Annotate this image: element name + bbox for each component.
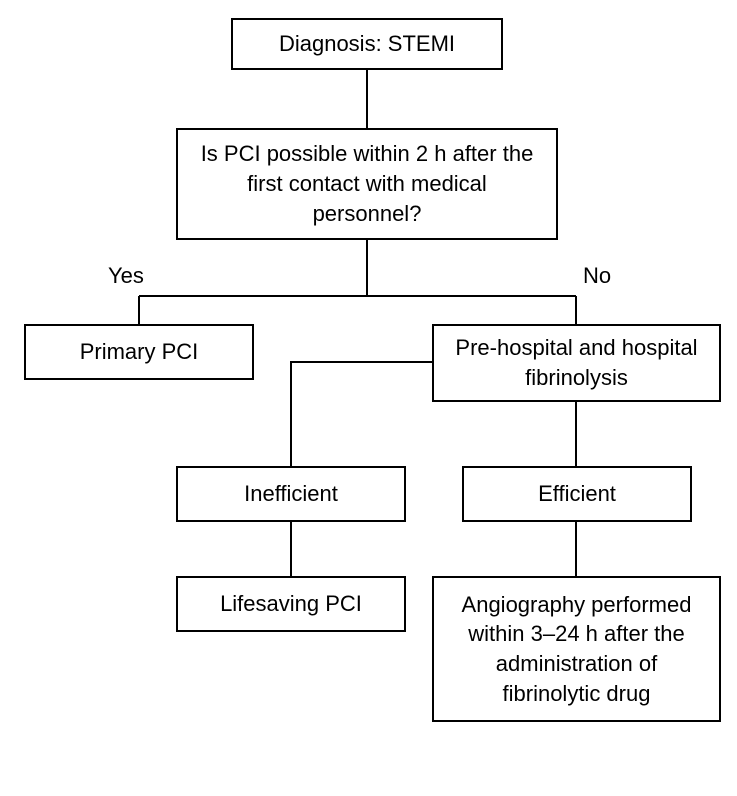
connector-edge [291, 362, 432, 466]
node-fibrinolysis-text: Pre-hospital and hospital fibrinolysis [446, 333, 707, 392]
node-primary-pci: Primary PCI [24, 324, 254, 380]
node-angiography-text: Angiography performed within 3–24 h afte… [446, 590, 707, 709]
branch-label-no: No [583, 263, 611, 289]
node-primary-pci-text: Primary PCI [80, 337, 199, 367]
node-question: Is PCI possible within 2 h after the fir… [176, 128, 558, 240]
node-fibrinolysis: Pre-hospital and hospital fibrinolysis [432, 324, 721, 402]
node-efficient-text: Efficient [538, 479, 616, 509]
branch-label-yes: Yes [108, 263, 144, 289]
node-efficient: Efficient [462, 466, 692, 522]
flowchart-canvas: Diagnosis: STEMI Is PCI possible within … [0, 0, 737, 796]
node-lifesaving-pci: Lifesaving PCI [176, 576, 406, 632]
node-diagnosis-text: Diagnosis: STEMI [279, 29, 455, 59]
node-angiography: Angiography performed within 3–24 h afte… [432, 576, 721, 722]
node-question-text: Is PCI possible within 2 h after the fir… [190, 139, 544, 228]
node-lifesaving-pci-text: Lifesaving PCI [220, 589, 362, 619]
node-inefficient: Inefficient [176, 466, 406, 522]
branch-label-no-text: No [583, 263, 611, 288]
branch-label-yes-text: Yes [108, 263, 144, 288]
node-diagnosis: Diagnosis: STEMI [231, 18, 503, 70]
node-inefficient-text: Inefficient [244, 479, 338, 509]
